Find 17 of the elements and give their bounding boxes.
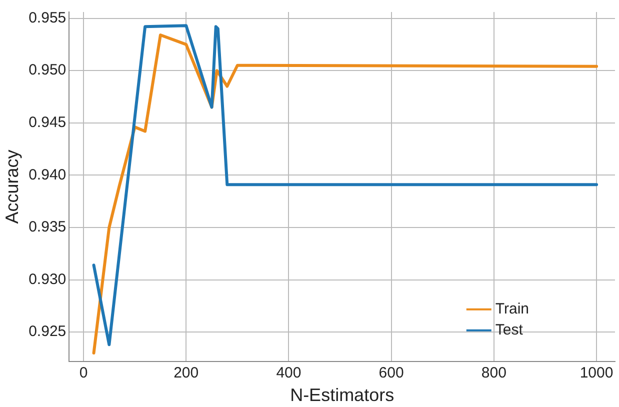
x-tick-label: 1000 (580, 364, 614, 382)
x-tick-label: 400 (276, 364, 302, 382)
legend-label: Train (495, 300, 530, 318)
y-tick-label: 0.930 (28, 270, 66, 288)
x-tick-label: 0 (79, 364, 88, 382)
x-tick-label: 200 (174, 364, 199, 382)
y-tick-label: 0.935 (28, 218, 66, 236)
x-tick-label: 800 (481, 364, 506, 382)
y-tick-label: 0.955 (28, 9, 66, 26)
x-tick-label: 600 (378, 364, 404, 382)
y-tick-label: 0.945 (28, 114, 66, 132)
y-tick-label: 0.940 (28, 166, 66, 184)
legend-label: Test (495, 322, 524, 339)
y-tick-label: 0.950 (28, 62, 66, 79)
y-axis-title: Accuracy (2, 150, 22, 224)
y-tick-label: 0.925 (28, 323, 66, 340)
x-axis-title: N-Estimators (290, 385, 394, 406)
